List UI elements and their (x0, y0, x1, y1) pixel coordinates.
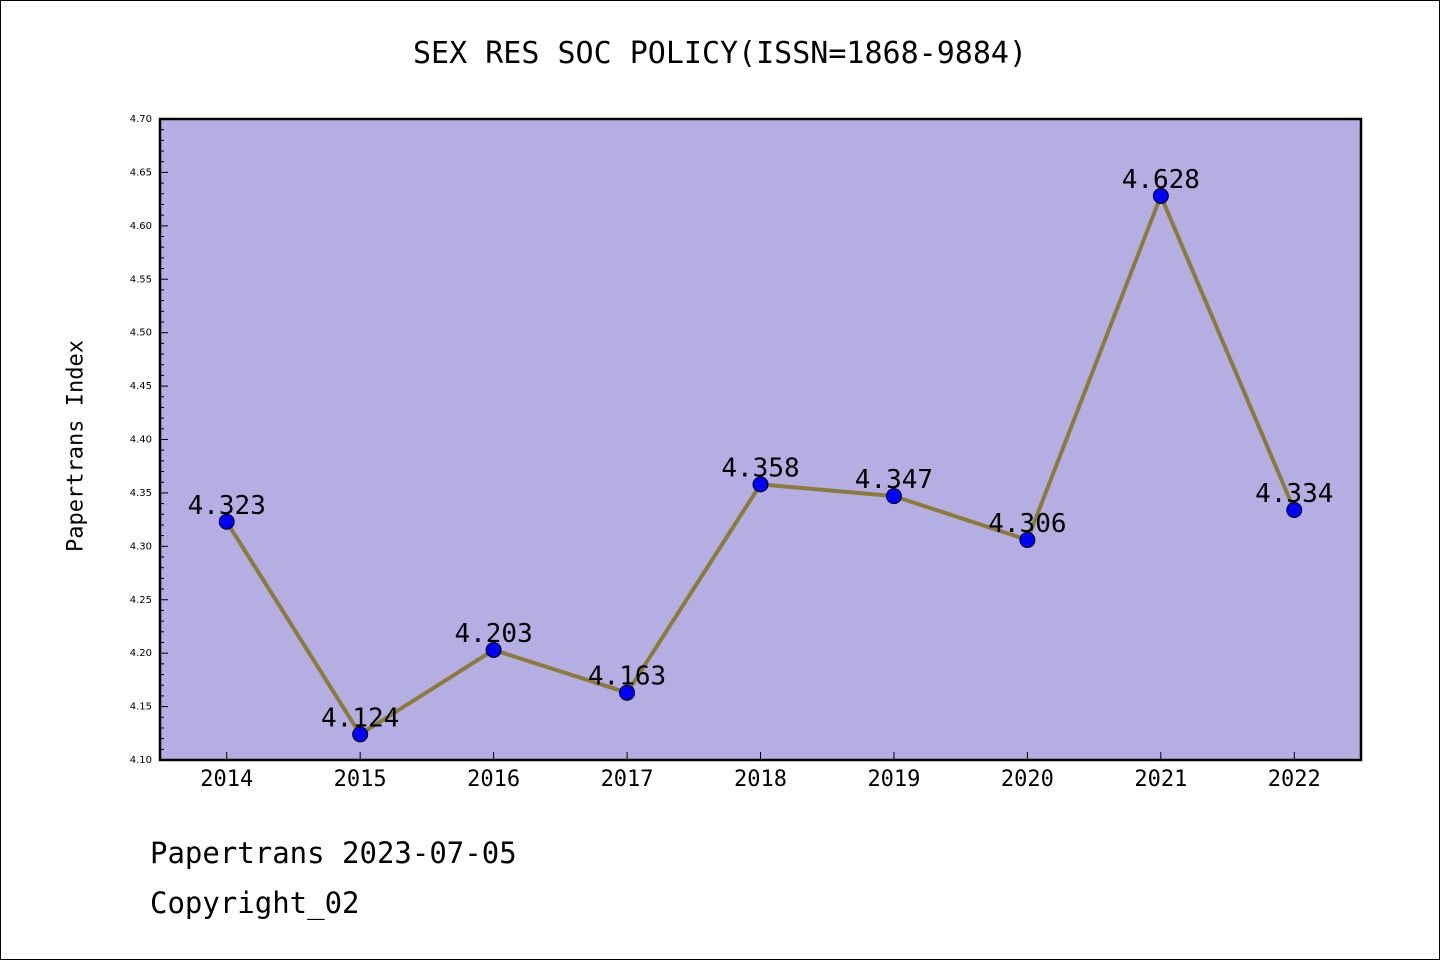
data-labels: 4.323 4.124 4.203 4.163 4.358 4.347 4.306 4.628… (188, 165, 1334, 733)
x-tick-label: 2021 (1134, 767, 1187, 792)
data-label: 4.334 (1255, 479, 1333, 509)
chart-title: SEX RES SOC POLICY(ISSN=1868-9884) (412, 36, 1028, 71)
data-label: 4.628 (1122, 165, 1200, 195)
footer-source: Papertrans 2023-07-05 (150, 836, 517, 870)
y-tick-label: 4.10 (130, 755, 152, 766)
data-point (1286, 502, 1303, 519)
data-label: 4.347 (855, 465, 933, 495)
data-label: 4.358 (721, 453, 799, 483)
data-label: 4.323 (188, 491, 266, 521)
data-point (619, 684, 636, 701)
y-tick-label: 4.15 (130, 702, 152, 713)
data-point (352, 726, 369, 743)
x-tick-label: 2018 (734, 767, 787, 792)
x-tick-label: 2016 (467, 767, 520, 792)
y-tick-label: 4.35 (130, 488, 152, 499)
plot-area (158, 117, 1363, 762)
footer-copyright: Copyright_02 (150, 886, 360, 920)
x-tick-label: 2019 (867, 767, 920, 792)
y-tick-label: 4.30 (130, 541, 152, 552)
y-tick-label: 4.70 (130, 114, 152, 125)
x-tick-label: 2022 (1268, 767, 1321, 792)
data-point (218, 513, 235, 530)
data-point (752, 476, 769, 493)
data-label: 4.124 (321, 703, 399, 733)
y-tick-label: 4.50 (130, 328, 152, 339)
x-tick-label: 2017 (601, 767, 654, 792)
x-tick-label: 2014 (200, 767, 253, 792)
data-label: 4.203 (454, 619, 532, 649)
y-tick-label: 4.25 (130, 595, 152, 606)
data-point (485, 641, 502, 658)
y-tick-label: 4.40 (130, 435, 152, 446)
data-label: 4.163 (588, 662, 666, 692)
series-markers (218, 187, 1303, 743)
data-point (885, 488, 902, 505)
y-tick-label: 4.55 (130, 274, 152, 285)
data-label: 4.306 (988, 509, 1066, 539)
y-tick-label: 4.60 (130, 221, 152, 232)
y-tick-label: 4.65 (130, 167, 152, 178)
y-tick-label: 4.45 (130, 381, 152, 392)
data-point (1019, 531, 1036, 548)
x-axis-ticks: 2014 2015 2016 2017 2018 2019 2020 2021 2022 (200, 752, 1321, 792)
x-tick-label: 2015 (334, 767, 387, 792)
y-axis-ticks: 4.10 4.15 4.20 4.25 4.30 4.35 4.40 4.45 4.50 4.55… (130, 114, 168, 766)
x-tick-label: 2020 (1001, 767, 1054, 792)
data-point (1152, 187, 1169, 204)
y-tick-label: 4.20 (130, 648, 152, 659)
